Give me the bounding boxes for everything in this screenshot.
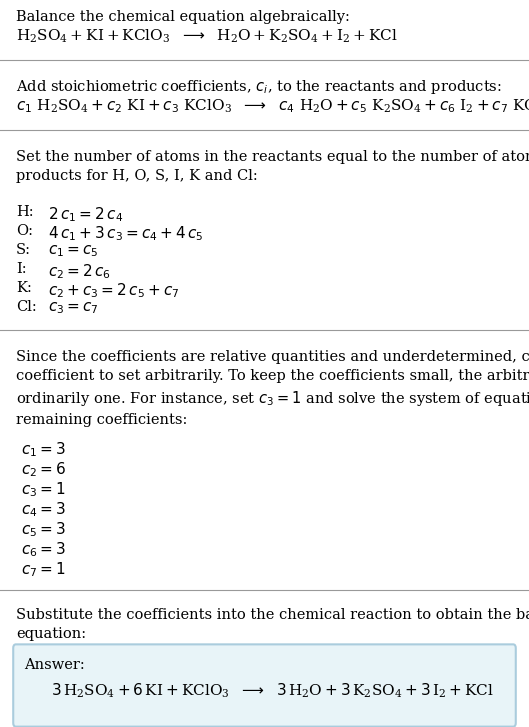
Text: $2\,c_1 = 2\,c_4$: $2\,c_1 = 2\,c_4$ — [48, 205, 123, 224]
Text: Add stoichiometric coefficients, $c_i$, to the reactants and products:: Add stoichiometric coefficients, $c_i$, … — [16, 78, 501, 96]
Text: Set the number of atoms in the reactants equal to the number of atoms in the
pro: Set the number of atoms in the reactants… — [16, 150, 529, 183]
Text: $c_7 = 1$: $c_7 = 1$ — [21, 560, 66, 579]
Text: $c_2 = 2\,c_6$: $c_2 = 2\,c_6$ — [48, 262, 111, 281]
Text: $c_1\ \mathregular{H_2SO_4} + c_2\ \mathregular{KI} + c_3\ \mathregular{KClO_3}$: $c_1\ \mathregular{H_2SO_4} + c_2\ \math… — [16, 97, 529, 115]
Text: $c_2 = 6$: $c_2 = 6$ — [21, 460, 66, 478]
Text: S:: S: — [16, 243, 31, 257]
Text: Balance the chemical equation algebraically:: Balance the chemical equation algebraica… — [16, 10, 350, 24]
Text: $c_3 = c_7$: $c_3 = c_7$ — [48, 300, 98, 316]
Text: Answer:: Answer: — [24, 658, 85, 672]
Text: $3\,\mathregular{H_2SO_4} + 6\,\mathregular{KI} + \mathregular{KClO_3}$  $\longr: $3\,\mathregular{H_2SO_4} + 6\,\mathregu… — [51, 682, 494, 700]
Text: Since the coefficients are relative quantities and underdetermined, choose a
coe: Since the coefficients are relative quan… — [16, 350, 529, 427]
Text: $c_3 = 1$: $c_3 = 1$ — [21, 480, 66, 499]
Text: $c_5 = 3$: $c_5 = 3$ — [21, 520, 66, 539]
Text: Cl:: Cl: — [16, 300, 37, 314]
Text: $c_4 = 3$: $c_4 = 3$ — [21, 500, 66, 518]
Text: $c_2 + c_3 = 2\,c_5 + c_7$: $c_2 + c_3 = 2\,c_5 + c_7$ — [48, 281, 179, 300]
Text: $\mathregular{H_2SO_4 + KI + KClO_3}$  $\longrightarrow$  $\mathregular{H_2O + K: $\mathregular{H_2SO_4 + KI + KClO_3}$ $\… — [16, 28, 398, 45]
Text: H:: H: — [16, 205, 33, 219]
Text: K:: K: — [16, 281, 32, 295]
Text: I:: I: — [16, 262, 26, 276]
Text: $c_1 = 3$: $c_1 = 3$ — [21, 440, 66, 459]
Text: O:: O: — [16, 224, 33, 238]
Text: $c_1 = c_5$: $c_1 = c_5$ — [48, 243, 98, 259]
Text: Substitute the coefficients into the chemical reaction to obtain the balanced
eq: Substitute the coefficients into the che… — [16, 608, 529, 641]
Text: $4\,c_1 + 3\,c_3 = c_4 + 4\,c_5$: $4\,c_1 + 3\,c_3 = c_4 + 4\,c_5$ — [48, 224, 204, 243]
FancyBboxPatch shape — [13, 644, 516, 726]
Text: $c_6 = 3$: $c_6 = 3$ — [21, 540, 66, 559]
